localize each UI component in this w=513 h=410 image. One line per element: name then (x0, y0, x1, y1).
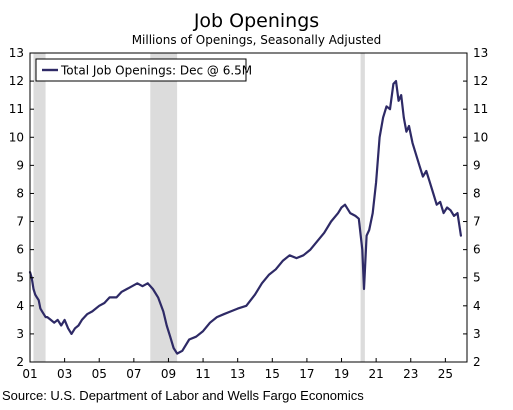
y-tick-label-left: 2 (16, 355, 24, 369)
x-tick-label: 13 (230, 367, 245, 381)
plot-frame (29, 52, 468, 363)
y-tick-label-right: 6 (473, 243, 481, 257)
y-tick-label-right: 12 (473, 74, 488, 88)
y-tick-label-left: 3 (16, 327, 24, 341)
x-tick-label: 19 (334, 367, 349, 381)
y-tick-label-left: 8 (16, 186, 24, 200)
x-tick-label: 11 (195, 367, 210, 381)
y-tick-label-right: 11 (473, 102, 488, 116)
x-tick-label: 21 (368, 367, 383, 381)
x-tick-label: 03 (57, 367, 72, 381)
series-lines (28, 79, 462, 355)
legend-box (35, 58, 247, 82)
chart-title: Job Openings (193, 10, 319, 32)
y-tick-label-right: 9 (473, 158, 481, 172)
y-tick-label-right: 8 (473, 186, 481, 200)
y-tick-label-left: 7 (16, 215, 24, 229)
chart-subtitle: Millions of Openings, Seasonally Adjuste… (132, 33, 382, 47)
x-tick-label: 05 (92, 367, 107, 381)
y-tick-label-left: 6 (16, 243, 24, 257)
series-line-0 (28, 79, 462, 355)
y-axis-left: 2 3 4 5 6 7 8 9 10 11 12 13 (9, 46, 34, 369)
y-tick-label-right: 4 (473, 299, 481, 313)
x-tick-label: 17 (299, 367, 314, 381)
y-tick-label-right: 3 (473, 327, 481, 341)
y-tick-label-left: 10 (9, 130, 24, 144)
legend-label: Total Job Openings: Dec @ 6.5M (60, 64, 252, 78)
legend: Total Job Openings: Dec @ 6.5M (35, 58, 252, 82)
y-tick-label-right: 10 (473, 130, 488, 144)
y-tick-label-left: 9 (16, 158, 24, 172)
y-tick-label-left: 4 (16, 299, 24, 313)
x-tick-label: 09 (161, 367, 176, 381)
x-tick-label: 23 (403, 367, 418, 381)
x-tick-label: 25 (438, 367, 453, 381)
y-tick-label-left: 11 (9, 102, 24, 116)
y-tick-label-right: 5 (473, 271, 481, 285)
y-tick-label-left: 12 (9, 74, 24, 88)
y-tick-label-right: 7 (473, 215, 481, 229)
x-tick-label: 01 (22, 367, 37, 381)
x-tick-label: 07 (126, 367, 141, 381)
recession-band-2 (360, 53, 365, 362)
x-axis: 01 03 05 07 09 11 13 15 17 19 21 23 25 (22, 358, 453, 381)
source-note: Source: U.S. Department of Labor and Wel… (2, 388, 364, 403)
y-axis-right: 2 3 4 5 6 7 8 9 10 11 12 13 (463, 46, 488, 369)
y-tick-label-left: 13 (9, 46, 24, 60)
y-tick-label-right: 2 (473, 355, 481, 369)
y-tick-label-left: 5 (16, 271, 24, 285)
y-tick-label-right: 13 (473, 46, 488, 60)
x-tick-label: 15 (265, 367, 280, 381)
recession-band-0 (33, 53, 46, 362)
